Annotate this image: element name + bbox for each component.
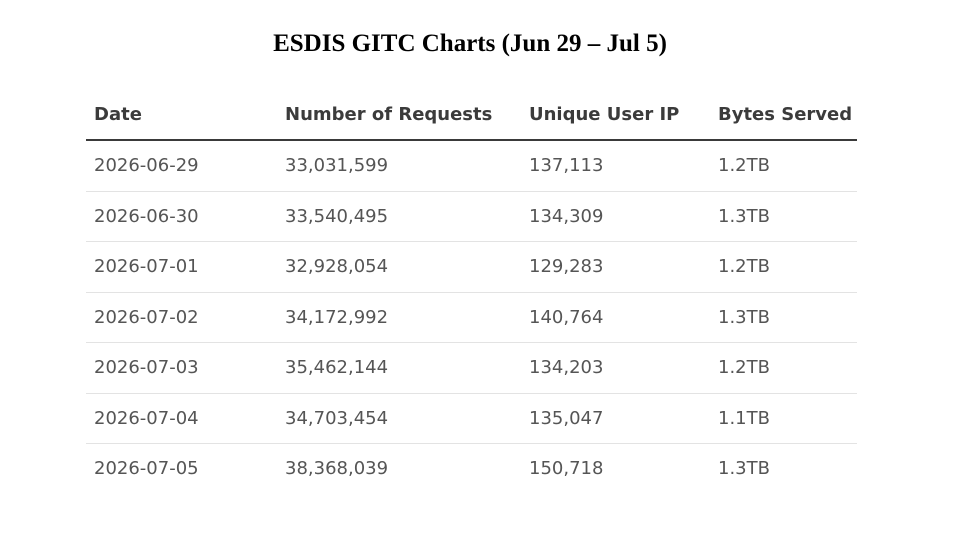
- cell-unique-ip: 140,764: [521, 292, 710, 343]
- cell-requests: 33,031,599: [277, 140, 521, 192]
- cell-unique-ip: 135,047: [521, 393, 710, 444]
- table-row: 2026-07-02 34,172,992 140,764 1.3TB: [86, 292, 857, 343]
- cell-bytes: 1.3TB: [710, 191, 857, 242]
- cell-bytes: 1.3TB: [710, 292, 857, 343]
- cell-unique-ip: 129,283: [521, 241, 710, 293]
- cell-bytes: 1.3TB: [718, 458, 770, 480]
- cell-bytes: 1.1TB: [710, 393, 857, 444]
- cell-requests: 34,172,992: [277, 292, 521, 343]
- cell-bytes: 1.2TB: [710, 241, 857, 293]
- cell-unique-ip: 134,309: [521, 191, 710, 242]
- cell-requests: 35,462,144: [277, 342, 521, 394]
- cell-date: 2026-06-29: [86, 140, 277, 192]
- cell-requests: 34,703,454: [277, 393, 521, 444]
- cell-unique-ip: 134,203: [521, 342, 710, 394]
- header-unique-user-ip: Unique User IP: [521, 90, 710, 141]
- cell-unique-ip: 137,113: [521, 140, 710, 192]
- table-row: 2026-07-04 34,703,454 135,047 1.1TB: [86, 393, 857, 444]
- header-bytes-served: Bytes Served: [710, 90, 857, 141]
- header-date: Date: [86, 90, 277, 141]
- cell-bytes: 1.2TB: [710, 342, 857, 394]
- table-row: 2026-06-30 33,540,495 134,309 1.3TB: [86, 191, 857, 242]
- cell-requests: 38,368,039: [285, 458, 389, 480]
- table-row: 2026-07-05 38,368,039 150,718 1.3TB: [86, 444, 857, 494]
- header-number-of-requests: Number of Requests: [277, 90, 521, 141]
- requests-table: Date Number of Requests Unique User IP B…: [86, 90, 857, 494]
- chart-title: ESDIS GITC Charts (Jun 29 – Jul 5): [273, 30, 667, 57]
- cell-date: 2026-07-05: [94, 458, 199, 480]
- cell-requests: 32,928,054: [277, 241, 521, 293]
- cell-date: 2026-07-02: [86, 292, 277, 343]
- table-row: 2026-07-03 35,462,144 134,203 1.2TB: [86, 342, 857, 394]
- table-header-row: Date Number of Requests Unique User IP B…: [86, 90, 857, 141]
- cell-date: 2026-06-30: [86, 191, 277, 242]
- cell-date: 2026-07-04: [86, 393, 277, 444]
- table-row: 2026-06-29 33,031,599 137,113 1.2TB: [86, 140, 857, 192]
- cell-requests: 33,540,495: [277, 191, 521, 242]
- table-row: 2026-07-01 32,928,054 129,283 1.2TB: [86, 241, 857, 293]
- cell-unique-ip: 150,718: [529, 458, 604, 480]
- cell-bytes: 1.2TB: [710, 140, 857, 192]
- cell-date: 2026-07-03: [86, 342, 277, 394]
- cell-date: 2026-07-01: [86, 241, 277, 293]
